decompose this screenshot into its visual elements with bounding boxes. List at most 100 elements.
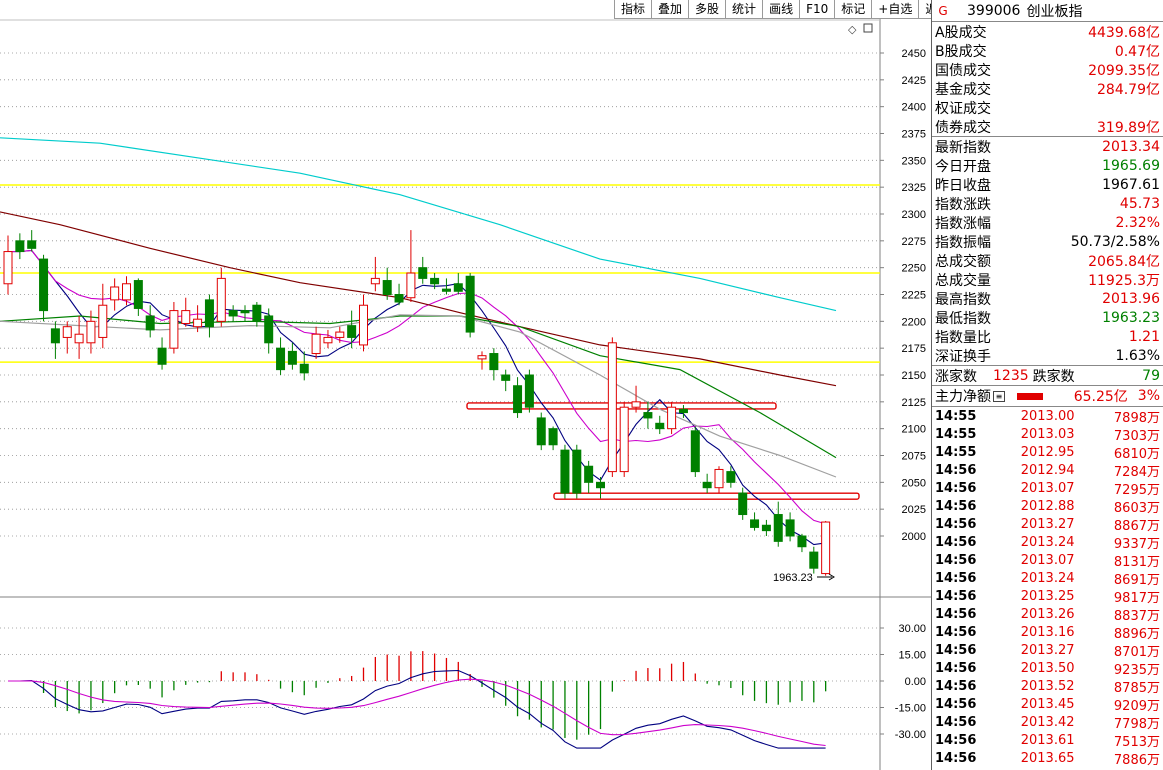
tick-time: 14:56 (935, 732, 977, 748)
candle (204, 294, 214, 338)
quote-panel: G 399006 创业板指 A股成交 4439.68亿 B股成交 0.47亿 国债成交 2… (931, 0, 1163, 770)
y-tick-label: 2175 (902, 343, 926, 355)
stat-label: 总成交量 (935, 272, 991, 289)
stat-value: 2065.84亿 (1088, 253, 1160, 270)
candle (643, 401, 653, 429)
toolbar-button[interactable]: 指标 (614, 0, 652, 19)
net-flow-bar (1017, 392, 1043, 400)
low-price-label: 1963.23 (773, 572, 813, 584)
candle (3, 235, 13, 295)
kline-chart-area[interactable]: 30.00 15.00 0.00 -15.00 -30.00 2000 2025 2050 2… (0, 0, 931, 770)
tick-volume: 9817万 (1113, 590, 1160, 606)
candle-body (323, 336, 333, 344)
toolbar-button[interactable]: 标记 (834, 0, 872, 19)
down-count: 79 (1142, 367, 1160, 384)
tick-price: 2013.16 (1020, 624, 1075, 640)
toolbar-button[interactable]: F10 (799, 0, 835, 19)
up-count: 1235 (993, 367, 1029, 384)
toolbar-button[interactable]: 统计 (725, 0, 763, 19)
y-tick-label: 2400 (902, 102, 926, 114)
tick-time: 14:56 (935, 624, 977, 640)
candle (441, 278, 451, 295)
candle (821, 520, 831, 576)
toolbar-button[interactable]: 多股 (688, 0, 726, 19)
candle-body (39, 258, 49, 312)
stat-label: 今日开盘 (935, 158, 991, 175)
stat-row: 总成交额 2065.84亿 (932, 251, 1163, 270)
y-tick-label: 2300 (902, 209, 926, 221)
index-name: 创业板指 (1026, 3, 1083, 20)
candle (714, 466, 724, 494)
tick-row: 14:56 2013.45 9209万 (932, 695, 1163, 714)
candle (276, 337, 286, 375)
tick-volume: 7284万 (1113, 464, 1160, 480)
candle-body (430, 277, 440, 285)
candle-body (750, 519, 760, 528)
tick-time: 14:55 (935, 426, 977, 442)
stat-value: 50.73/2.58% (1070, 233, 1160, 250)
list-icon[interactable]: ≡ (993, 390, 1005, 402)
candle (690, 426, 700, 477)
candle (133, 278, 143, 316)
toolbar-button[interactable]: 画线 (762, 0, 800, 19)
candles (3, 230, 831, 576)
candle-body (821, 521, 831, 575)
candle-body (216, 277, 226, 322)
low-arrow-head (828, 573, 835, 581)
stat-row: 今日开盘 1965.69 (932, 156, 1163, 175)
tick-time: 14:56 (935, 642, 977, 658)
candle (110, 278, 120, 311)
tick-list[interactable]: 14:55 2013.00 7898万 14:55 2013.03 7303万 14:55 2… (932, 407, 1163, 768)
candle (335, 326, 345, 343)
stat-value: 2013.96 (1102, 290, 1160, 307)
net-flow-value: 65.25亿 (1073, 389, 1128, 405)
candle-body (667, 406, 677, 430)
stat-row: 昨日收盘 1967.61 (932, 175, 1163, 194)
tick-volume: 7898万 (1113, 410, 1160, 426)
candle-body (738, 492, 748, 516)
stat-value: 11925.3万 (1088, 272, 1160, 289)
tick-row: 14:56 2013.27 8701万 (932, 641, 1163, 660)
tick-time: 14:56 (935, 678, 977, 694)
tick-price: 2013.03 (1020, 426, 1075, 442)
y-tick-label: 2025 (902, 504, 926, 516)
candle-body (145, 315, 155, 331)
candle (145, 305, 155, 338)
turnover-label: 基金成交 (935, 81, 991, 98)
turnover-value: 2099.35亿 (1088, 62, 1160, 79)
candle-body (513, 385, 523, 414)
toolbar-button[interactable]: 叠加 (651, 0, 689, 19)
tick-price: 2012.94 (1020, 462, 1075, 478)
stat-row: 总成交量 11925.3万 (932, 270, 1163, 289)
candle-body (631, 401, 641, 408)
tick-row: 14:56 2013.24 8691万 (932, 569, 1163, 588)
candle (667, 401, 677, 435)
y-tick-label: 2125 (902, 397, 926, 409)
candle-body (785, 519, 795, 537)
candle-body (773, 514, 783, 542)
candle-body (169, 310, 179, 349)
macd-dea-line (8, 678, 826, 747)
candle-body (3, 251, 13, 285)
stat-value: 1.63% (1115, 347, 1160, 364)
tick-row: 14:56 2013.26 8837万 (932, 605, 1163, 624)
candle (157, 337, 167, 370)
stat-row: 指数量比 1.21 (932, 327, 1163, 346)
tick-row: 14:56 2013.61 7513万 (932, 731, 1163, 750)
tick-price: 2013.65 (1020, 750, 1075, 766)
annotations: 1963.23 (773, 572, 835, 584)
candle-body (655, 422, 665, 430)
tick-volume: 8131万 (1113, 554, 1160, 570)
candle (596, 476, 605, 499)
stat-label: 指数振幅 (935, 234, 991, 251)
candle-body (204, 299, 214, 328)
tick-price: 2013.50 (1020, 660, 1075, 676)
toolbar-button[interactable]: 返回 (918, 0, 931, 19)
toolbar-button[interactable]: +自选 (871, 0, 919, 19)
stat-label: 总成交额 (935, 253, 991, 270)
candle-body (287, 350, 297, 365)
candle (98, 283, 108, 349)
turnover-label: 国债成交 (935, 62, 991, 79)
candle (311, 326, 321, 359)
